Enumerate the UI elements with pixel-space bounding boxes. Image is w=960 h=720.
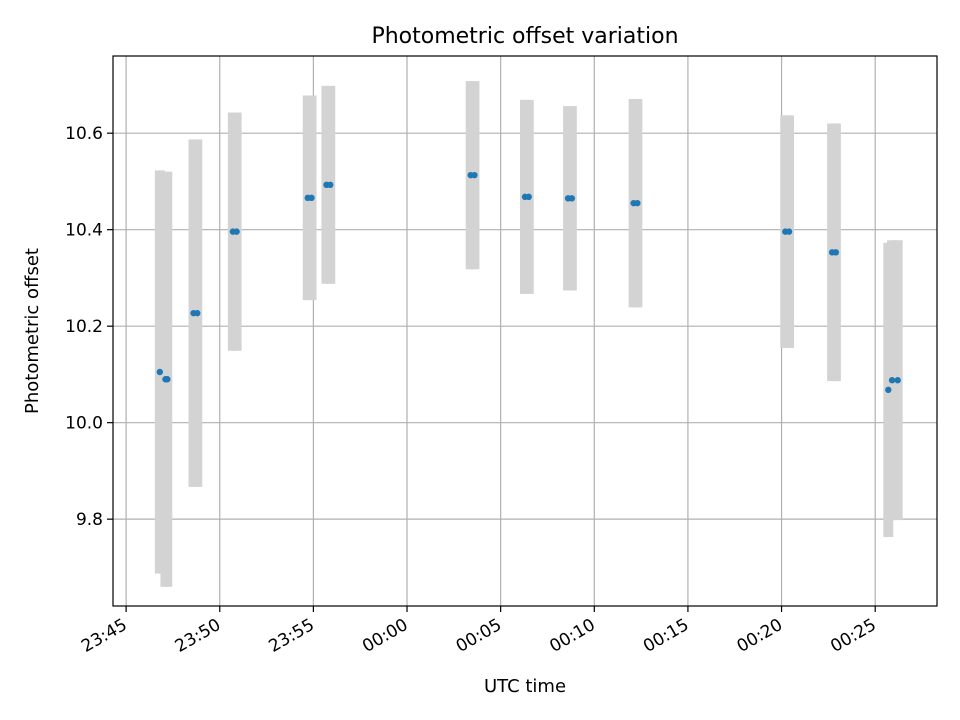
data-point bbox=[156, 368, 164, 376]
y-tick-label: 10.0 bbox=[65, 414, 103, 434]
chart-title: Photometric offset variation bbox=[371, 24, 678, 49]
plot-frame bbox=[112, 55, 938, 607]
x-tick-label: 00:10 bbox=[546, 615, 598, 657]
x-tick-label: 23:45 bbox=[78, 615, 130, 657]
x-tick-label: 23:50 bbox=[172, 615, 224, 657]
y-tick-label: 10.4 bbox=[65, 221, 103, 241]
x-tick-label: 00:05 bbox=[453, 615, 505, 657]
x-tick-label: 00:00 bbox=[359, 615, 411, 657]
data-point bbox=[233, 228, 240, 235]
data-point bbox=[785, 228, 793, 235]
y-tick-label: 9.8 bbox=[76, 510, 103, 530]
data-point bbox=[885, 386, 892, 394]
data-point bbox=[894, 377, 901, 384]
x-tick-label: 00:20 bbox=[734, 615, 786, 657]
data-point bbox=[194, 309, 201, 317]
y-axis-label: Photometric offset bbox=[22, 248, 43, 414]
data-point bbox=[164, 376, 171, 383]
point-layer bbox=[156, 171, 901, 394]
data-point bbox=[634, 199, 641, 207]
y-tick-label: 10.6 bbox=[65, 124, 103, 144]
x-axis-label: UTC time bbox=[484, 676, 566, 697]
data-point bbox=[888, 377, 896, 384]
y-tick-label: 10.2 bbox=[65, 317, 103, 337]
data-point bbox=[327, 181, 334, 189]
x-tick-label: 23:55 bbox=[265, 615, 317, 657]
data-point bbox=[308, 194, 315, 202]
data-point bbox=[832, 249, 840, 256]
data-point bbox=[471, 171, 478, 179]
data-point bbox=[525, 193, 532, 201]
x-tick-label: 00:25 bbox=[827, 615, 879, 657]
errorbar-layer bbox=[154, 81, 903, 587]
data-point bbox=[568, 195, 576, 202]
x-tick-label: 00:15 bbox=[640, 615, 692, 657]
